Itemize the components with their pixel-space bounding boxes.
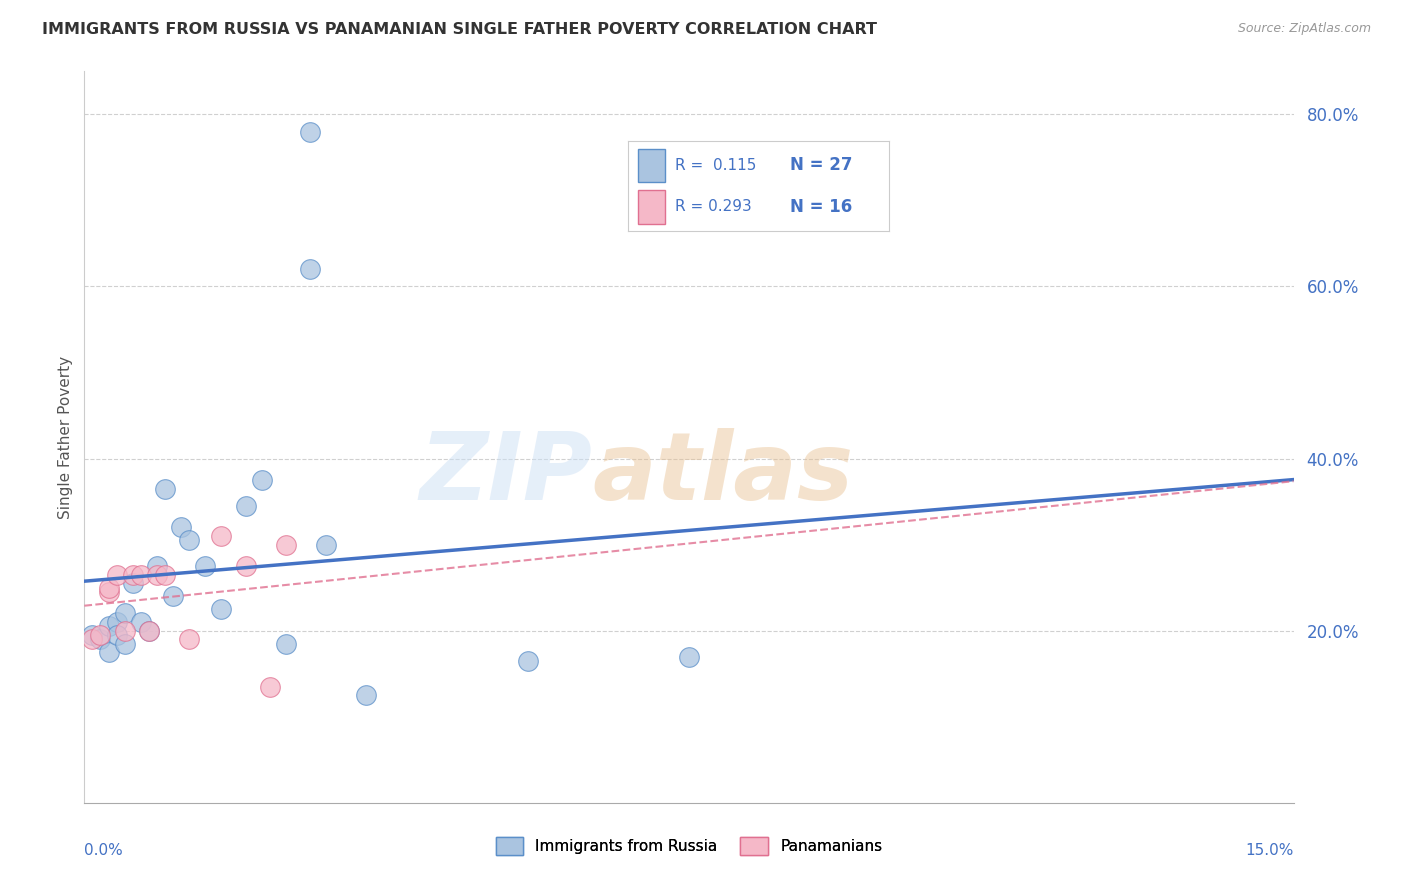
Legend: Immigrants from Russia, Panamanians: Immigrants from Russia, Panamanians <box>489 831 889 861</box>
Point <box>299 262 322 277</box>
Point <box>235 559 257 574</box>
Point <box>97 581 120 595</box>
Point <box>194 559 217 574</box>
Point <box>516 654 538 668</box>
Point <box>138 624 160 638</box>
Point <box>105 567 128 582</box>
Point <box>114 624 136 638</box>
Point <box>97 645 120 659</box>
Point <box>179 632 201 647</box>
Point <box>170 520 193 534</box>
Point <box>250 473 273 487</box>
Point <box>209 529 232 543</box>
Text: R = 0.293: R = 0.293 <box>675 199 752 214</box>
Point <box>274 637 297 651</box>
Point <box>89 632 111 647</box>
Point <box>82 628 104 642</box>
Point <box>274 538 297 552</box>
Point <box>209 602 232 616</box>
Point <box>82 632 104 647</box>
Point <box>235 499 257 513</box>
Point <box>299 125 322 139</box>
Point <box>153 482 176 496</box>
Point <box>97 585 120 599</box>
Point <box>678 649 700 664</box>
Point <box>356 688 378 702</box>
Point <box>105 615 128 629</box>
Point <box>146 567 169 582</box>
Text: ZIP: ZIP <box>419 427 592 520</box>
FancyBboxPatch shape <box>638 149 665 183</box>
Text: N = 16: N = 16 <box>790 197 852 216</box>
FancyBboxPatch shape <box>638 190 665 224</box>
Point <box>121 576 143 591</box>
Text: Source: ZipAtlas.com: Source: ZipAtlas.com <box>1237 22 1371 36</box>
Point <box>315 538 337 552</box>
Y-axis label: Single Father Poverty: Single Father Poverty <box>58 356 73 518</box>
Text: 15.0%: 15.0% <box>1246 843 1294 858</box>
Point <box>162 589 184 603</box>
Point <box>179 533 201 548</box>
Point <box>97 619 120 633</box>
Text: atlas: atlas <box>592 427 853 520</box>
Point <box>105 628 128 642</box>
Point <box>129 615 152 629</box>
Point <box>146 559 169 574</box>
Text: R =  0.115: R = 0.115 <box>675 158 756 173</box>
Text: N = 27: N = 27 <box>790 156 852 175</box>
Point <box>259 680 281 694</box>
Text: 0.0%: 0.0% <box>84 843 124 858</box>
Point <box>114 607 136 621</box>
Text: IMMIGRANTS FROM RUSSIA VS PANAMANIAN SINGLE FATHER POVERTY CORRELATION CHART: IMMIGRANTS FROM RUSSIA VS PANAMANIAN SIN… <box>42 22 877 37</box>
Point <box>89 628 111 642</box>
Point <box>153 567 176 582</box>
Point <box>138 624 160 638</box>
Point <box>121 567 143 582</box>
Point <box>114 637 136 651</box>
Point <box>129 567 152 582</box>
